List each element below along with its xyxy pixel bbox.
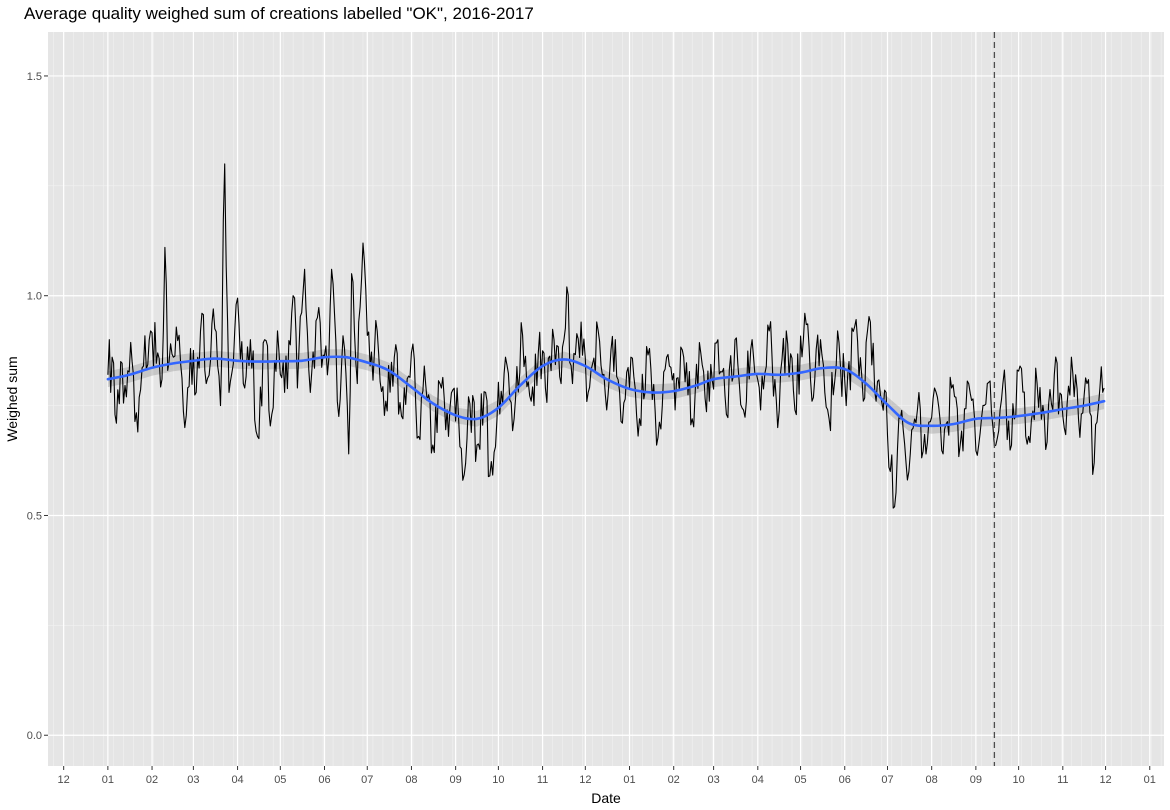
x-tick-label: 10: [1012, 774, 1024, 786]
x-tick-label: 11: [1057, 774, 1068, 786]
series-daily-line: [107, 163, 1105, 509]
x-tick-label: 07: [361, 774, 373, 786]
x-tick-label: 02: [146, 774, 158, 786]
x-tick-label: 11: [537, 774, 548, 786]
x-tick-label: 01: [1144, 774, 1156, 786]
x-tick-label: 04: [231, 774, 243, 786]
x-tick-label: 03: [187, 774, 199, 786]
y-axis: 0.0 0.5 1.0 1.5: [27, 71, 48, 742]
x-tick-label: 08: [926, 774, 938, 786]
x-tick-label: 04: [752, 774, 764, 786]
y-tick-label: 1.5: [27, 71, 42, 83]
grid-major: [48, 32, 1164, 766]
x-tick-label: 12: [58, 774, 70, 786]
x-tick-label: 12: [1099, 774, 1111, 786]
x-tick-label: 06: [839, 774, 851, 786]
y-tick-label: 1.0: [27, 291, 42, 303]
x-tick-label: 01: [102, 774, 114, 786]
chart-title: Average quality weighed sum of creations…: [24, 4, 534, 23]
x-tick-label: 02: [668, 774, 680, 786]
x-tick-label: 01: [623, 774, 635, 786]
x-tick-label: 05: [274, 774, 286, 786]
y-tick-label: 0.5: [27, 510, 42, 522]
x-tick-label: 09: [970, 774, 982, 786]
x-tick-label: 10: [492, 774, 504, 786]
smooth-confidence-band: [107, 349, 1105, 434]
x-tick-label: 03: [707, 774, 719, 786]
x-tick-label: 05: [794, 774, 806, 786]
x-axis-title: Date: [591, 790, 621, 806]
y-axis-title: Weighed sum: [4, 356, 20, 441]
x-axis: 12 01 02 03 04 05 06 07 08 09 10 11 12 01 02 03 04 05 06 07…: [58, 766, 1156, 786]
x-tick-label: 07: [881, 774, 893, 786]
x-tick-label: 09: [450, 774, 462, 786]
x-tick-label: 06: [318, 774, 330, 786]
series-smooth-line: [106, 355, 1106, 428]
x-tick-label: 12: [579, 774, 591, 786]
y-tick-label: 0.0: [27, 730, 42, 742]
grid-minor: [48, 32, 1164, 766]
x-tick-label: 08: [405, 774, 417, 786]
